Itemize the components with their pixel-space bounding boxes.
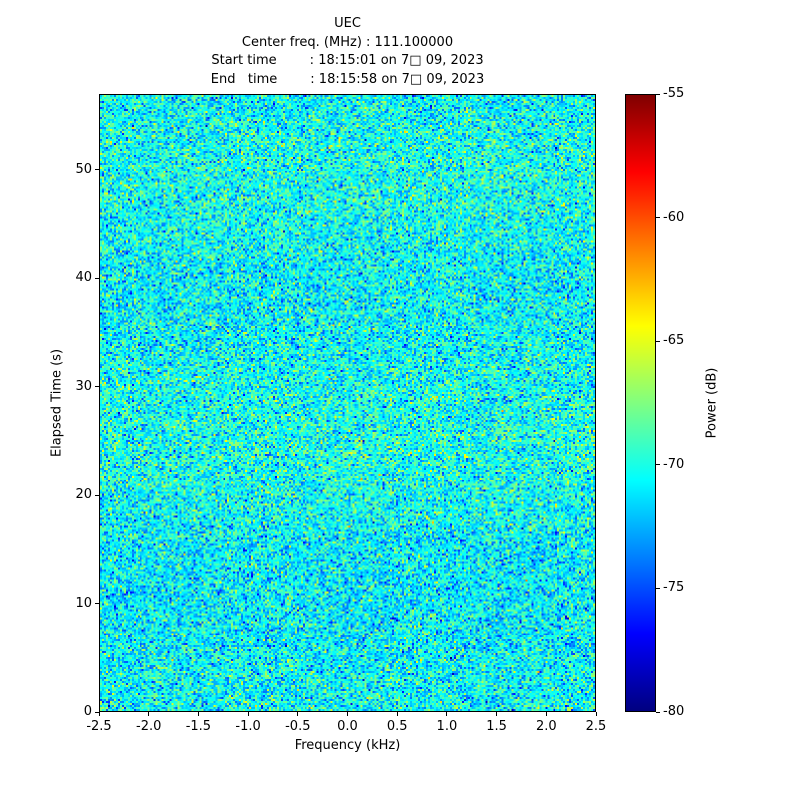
y-tick-label: 50: [75, 161, 92, 177]
x-tick-mark: [148, 712, 150, 716]
colorbar-tick-label: -60: [663, 209, 685, 225]
y-tick-mark: [95, 711, 99, 713]
y-axis-label: Elapsed Time (s): [49, 348, 65, 458]
center-freq-line: Center freq. (MHz) : 111.100000: [241, 34, 454, 50]
y-tick-label: 20: [75, 487, 92, 503]
colorbar-tick-label: -65: [663, 333, 685, 349]
colorbar-tick-mark: [656, 711, 660, 713]
y-tick-mark: [95, 603, 99, 605]
colorbar-tick-mark: [656, 587, 660, 589]
x-tick-label: 1.0: [436, 719, 458, 734]
start-time-line: Start time : 18:15:01 on 7□ 09, 2023: [211, 53, 484, 68]
y-tick-label: 10: [75, 595, 92, 611]
colorbar: [625, 94, 656, 712]
x-tick-label: -0.5: [285, 719, 311, 734]
x-tick-mark: [446, 712, 448, 716]
x-tick-mark: [247, 712, 249, 716]
x-tick-mark: [595, 712, 597, 716]
x-tick-label: -1.0: [235, 719, 261, 734]
y-tick-mark: [95, 169, 99, 171]
colorbar-gradient: [626, 95, 655, 711]
x-tick-mark: [297, 712, 299, 716]
colorbar-label: Power (dB): [704, 367, 720, 439]
x-tick-mark: [545, 712, 547, 716]
y-tick-mark: [95, 386, 99, 388]
y-tick-label: 40: [75, 270, 92, 286]
x-tick-label: 2.0: [535, 719, 557, 734]
title-block: UEC Center freq. (MHz) : 111.100000 Star…: [99, 15, 596, 89]
y-tick-label: 30: [75, 378, 92, 394]
end-time-line: End time : 18:15:58 on 7□ 09, 2023: [210, 71, 485, 87]
x-tick-label: 2.5: [585, 719, 607, 734]
x-tick-label: 1.5: [486, 719, 507, 734]
x-axis-label: Frequency (kHz): [294, 738, 401, 753]
colorbar-tick-mark: [656, 217, 660, 219]
x-tick-label: -1.5: [185, 719, 212, 734]
spectrogram-canvas: [100, 95, 595, 711]
colorbar-tick-label: -70: [663, 456, 685, 472]
x-tick-label: 0.0: [337, 719, 358, 734]
x-tick-label: -2.0: [136, 719, 162, 734]
y-tick-label: 0: [83, 704, 92, 719]
plot-area: [99, 94, 596, 712]
x-tick-mark: [197, 712, 199, 716]
colorbar-tick-label: -55: [663, 86, 685, 101]
colorbar-tick-label: -75: [663, 580, 685, 596]
x-tick-label: -2.5: [86, 719, 112, 734]
x-tick-mark: [347, 712, 348, 716]
y-tick-mark: [95, 494, 99, 496]
x-tick-label: 0.5: [386, 719, 408, 734]
y-tick-mark: [95, 277, 99, 279]
colorbar-tick-mark: [656, 464, 660, 466]
colorbar-tick-label: -80: [663, 704, 685, 719]
colorbar-tick-mark: [656, 93, 660, 95]
x-tick-mark: [98, 712, 100, 716]
x-tick-mark: [396, 712, 398, 716]
x-tick-mark: [496, 712, 498, 716]
colorbar-tick-mark: [656, 340, 660, 342]
chart-title: UEC: [334, 16, 361, 31]
